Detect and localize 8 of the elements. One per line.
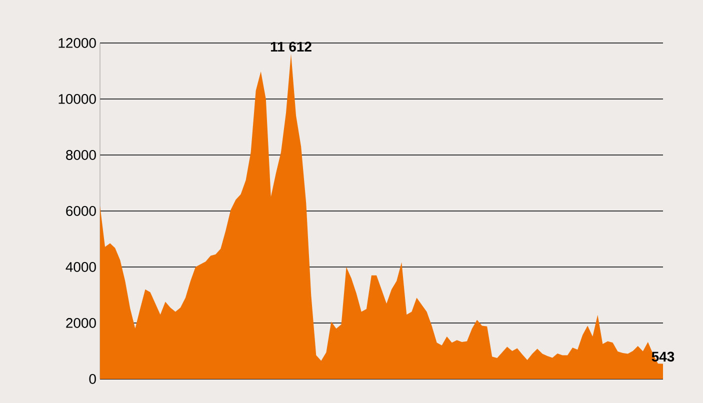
y-tick-label: 2000 bbox=[66, 318, 96, 328]
y-tick-label: 0 bbox=[89, 374, 96, 384]
y-tick-label: 4000 bbox=[66, 262, 96, 272]
y-tick-label: 12000 bbox=[58, 38, 96, 48]
y-tick-label: 10000 bbox=[58, 94, 96, 104]
y-tick-label: 8000 bbox=[66, 150, 96, 160]
y-tick-label: 6000 bbox=[66, 206, 96, 216]
annotation: 11 612 bbox=[270, 42, 312, 52]
